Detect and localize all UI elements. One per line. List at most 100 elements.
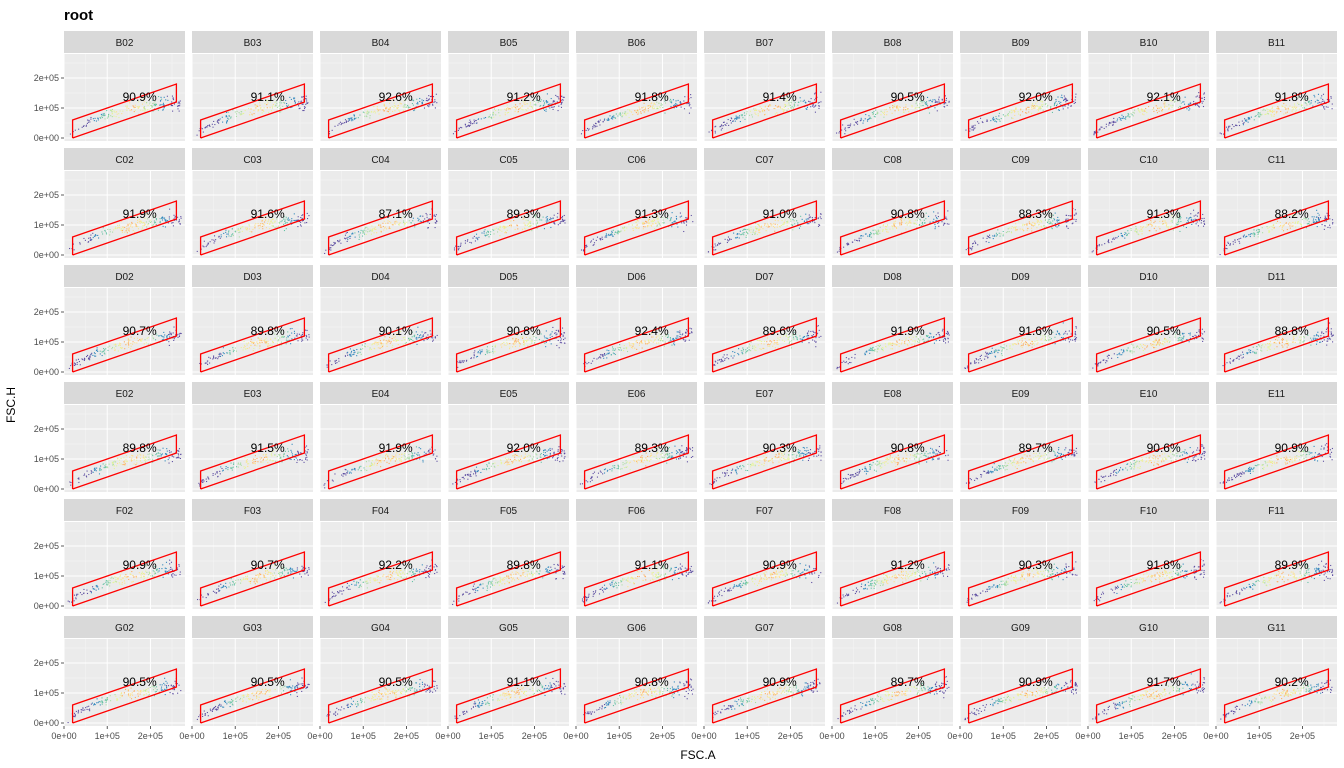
event-point (91, 238, 93, 241)
event-point (473, 354, 475, 356)
event-point (545, 110, 547, 112)
event-point (547, 101, 549, 103)
event-point (128, 346, 130, 348)
event-point (522, 337, 524, 339)
event-point (119, 110, 121, 112)
event-point (623, 347, 625, 349)
event-point (766, 341, 768, 343)
event-point (864, 233, 867, 235)
event-point (527, 226, 529, 228)
event-point (783, 223, 785, 225)
event-point (725, 124, 727, 126)
event-point (588, 128, 590, 130)
event-point (1150, 223, 1152, 226)
event-point (403, 110, 405, 112)
gate-percent-label: 92.6% (379, 90, 413, 104)
event-point (144, 108, 146, 110)
event-point (231, 234, 233, 236)
event-point (909, 220, 911, 222)
grid-lines (1087, 54, 1209, 141)
event-point (403, 105, 405, 107)
event-point (207, 242, 209, 244)
event-point (389, 336, 391, 338)
event-point (777, 106, 779, 108)
event-point (802, 339, 804, 341)
event-point (365, 112, 367, 114)
event-point (116, 113, 118, 115)
event-point (658, 335, 660, 337)
event-point (804, 335, 806, 338)
event-point (143, 106, 145, 108)
event-points (1219, 209, 1334, 256)
event-point (232, 109, 234, 111)
event-point (151, 224, 153, 226)
event-point (262, 223, 265, 225)
event-point (535, 337, 537, 339)
event-point (87, 358, 90, 360)
event-point (1100, 126, 1102, 128)
event-point (560, 338, 562, 340)
event-point (916, 219, 918, 221)
event-point (1113, 238, 1115, 240)
event-point (921, 223, 923, 225)
event-point (757, 113, 759, 115)
event-point (371, 229, 373, 231)
event-point (140, 338, 142, 340)
event-point (602, 354, 604, 356)
event-point (238, 231, 240, 234)
event-point (608, 233, 610, 235)
event-point (300, 100, 302, 102)
gate-percent-label: 91.6% (251, 207, 285, 221)
event-point (526, 341, 528, 343)
event-point (513, 344, 515, 346)
event-point (131, 226, 133, 228)
event-point (868, 349, 870, 351)
event-point (87, 119, 89, 121)
event-point (85, 356, 88, 358)
event-point (647, 105, 649, 107)
event-point (938, 96, 940, 98)
event-point (422, 335, 424, 337)
event-point (760, 343, 762, 345)
event-point (1233, 125, 1235, 128)
event-point (757, 115, 759, 117)
event-point (1142, 108, 1144, 110)
event-point (433, 101, 435, 103)
event-point (1250, 116, 1252, 118)
event-point (350, 352, 352, 354)
event-point (1144, 109, 1146, 111)
event-point (1022, 223, 1024, 225)
event-point (516, 338, 518, 340)
event-point (812, 105, 814, 107)
event-point (114, 349, 116, 351)
event-point (155, 218, 157, 220)
event-point (550, 333, 552, 335)
event-point (260, 226, 262, 228)
event-point (107, 349, 109, 351)
event-point (848, 124, 850, 126)
event-point (87, 241, 89, 243)
event-point (68, 367, 70, 370)
event-point (787, 221, 789, 223)
event-point (1285, 222, 1287, 224)
event-point (935, 217, 938, 219)
event-point (1331, 103, 1333, 105)
event-point (460, 244, 462, 246)
event-point (513, 106, 515, 108)
event-point (809, 101, 811, 103)
event-point (126, 109, 128, 111)
event-point (769, 344, 771, 346)
event-point (251, 231, 253, 233)
event-point (665, 334, 667, 336)
event-point (280, 99, 282, 101)
event-point (140, 340, 142, 342)
event-point (806, 220, 808, 222)
event-point (1158, 226, 1160, 228)
event-point (782, 111, 784, 113)
event-point (808, 342, 810, 344)
event-point (997, 229, 999, 231)
event-point (486, 349, 488, 351)
event-point (980, 117, 982, 119)
event-point (685, 217, 687, 219)
